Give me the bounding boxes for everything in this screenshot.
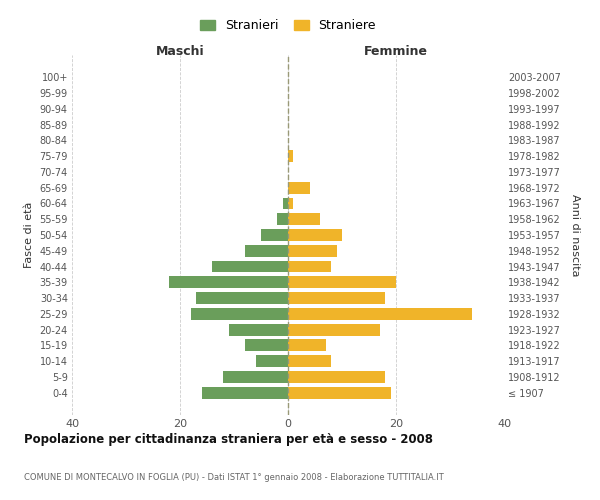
Bar bbox=[288, 276, 396, 288]
Bar bbox=[288, 198, 293, 209]
Text: Popolazione per cittadinanza straniera per età e sesso - 2008: Popolazione per cittadinanza straniera p… bbox=[24, 432, 433, 446]
Bar bbox=[169, 276, 288, 288]
Bar bbox=[261, 229, 288, 241]
Bar bbox=[288, 182, 310, 194]
Bar bbox=[288, 356, 331, 367]
Bar bbox=[256, 356, 288, 367]
Bar bbox=[191, 308, 288, 320]
Bar bbox=[245, 340, 288, 351]
Bar bbox=[288, 150, 293, 162]
Text: Maschi: Maschi bbox=[155, 46, 205, 59]
Bar bbox=[288, 387, 391, 398]
Text: COMUNE DI MONTECALVO IN FOGLIA (PU) - Dati ISTAT 1° gennaio 2008 - Elaborazione : COMUNE DI MONTECALVO IN FOGLIA (PU) - Da… bbox=[24, 473, 444, 482]
Text: Femmine: Femmine bbox=[364, 46, 428, 59]
Y-axis label: Fasce di età: Fasce di età bbox=[24, 202, 34, 268]
Bar bbox=[288, 245, 337, 256]
Bar bbox=[223, 371, 288, 383]
Bar bbox=[288, 260, 331, 272]
Bar bbox=[288, 292, 385, 304]
Legend: Stranieri, Straniere: Stranieri, Straniere bbox=[195, 14, 381, 38]
Bar bbox=[288, 340, 326, 351]
Y-axis label: Anni di nascita: Anni di nascita bbox=[571, 194, 580, 276]
Bar bbox=[288, 324, 380, 336]
Bar bbox=[288, 308, 472, 320]
Bar bbox=[196, 292, 288, 304]
Bar bbox=[288, 214, 320, 225]
Bar bbox=[277, 214, 288, 225]
Bar bbox=[283, 198, 288, 209]
Bar bbox=[288, 229, 342, 241]
Bar bbox=[288, 371, 385, 383]
Bar bbox=[202, 387, 288, 398]
Bar bbox=[229, 324, 288, 336]
Bar bbox=[212, 260, 288, 272]
Bar bbox=[245, 245, 288, 256]
